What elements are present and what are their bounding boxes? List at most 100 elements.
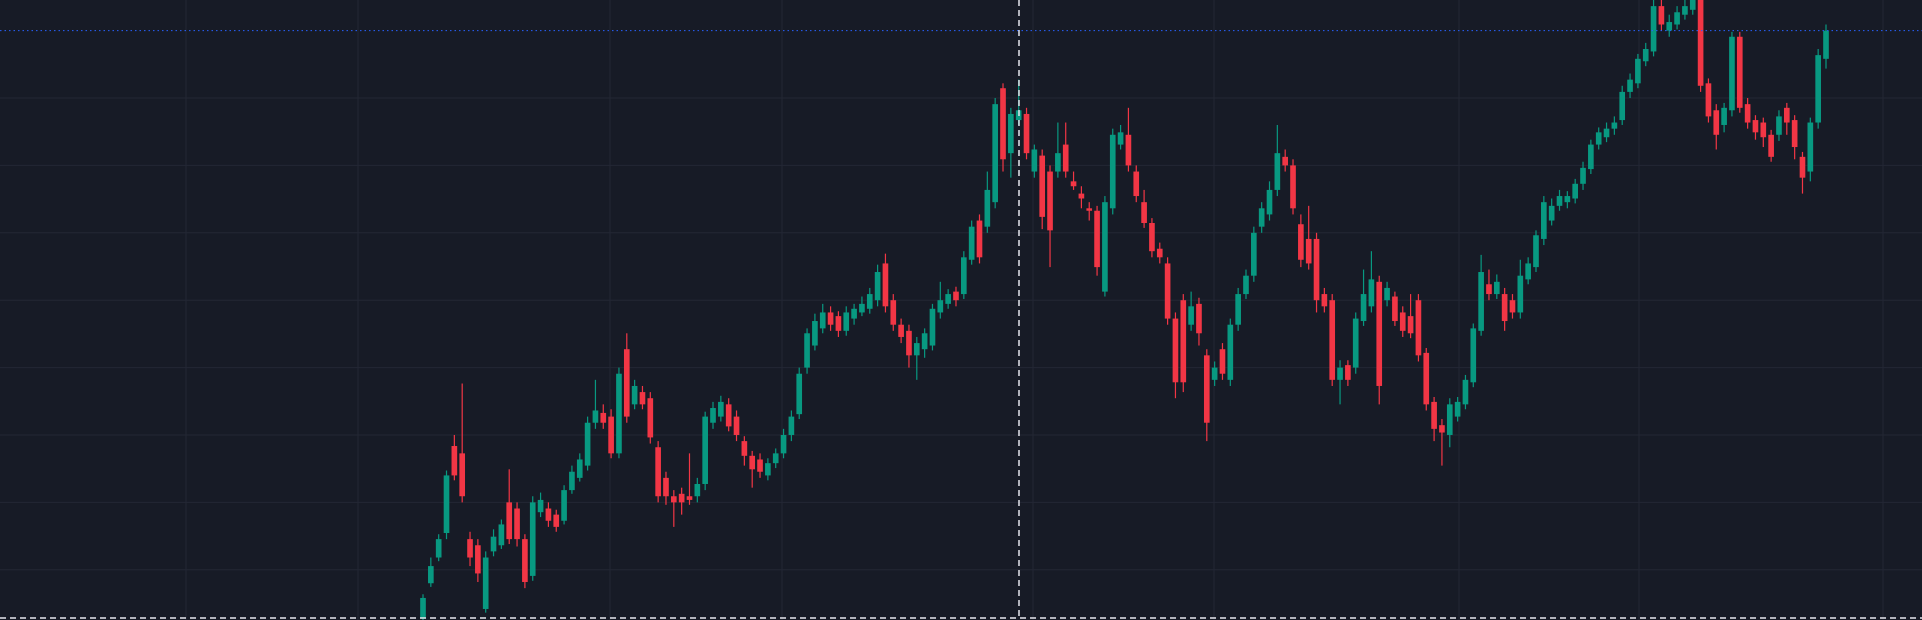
candle-body	[1086, 208, 1093, 211]
candle-body	[1541, 202, 1547, 239]
candle-body	[1047, 171, 1053, 231]
candle-body	[1423, 352, 1430, 405]
candle-body	[1399, 312, 1406, 331]
candle-body	[984, 189, 991, 227]
candle-body	[710, 408, 716, 423]
candle-body	[1486, 284, 1492, 295]
candle-body	[702, 416, 708, 484]
candle-body	[670, 496, 677, 503]
candle-body	[576, 459, 583, 478]
candle-body	[1062, 144, 1069, 172]
candle-body	[1352, 318, 1359, 368]
candle-body	[1329, 300, 1336, 380]
candle-body	[678, 493, 685, 503]
candle-body	[1658, 6, 1665, 25]
candle-body	[843, 312, 850, 331]
candle-body	[1721, 107, 1727, 125]
candle-body	[772, 453, 779, 464]
candle-body	[725, 404, 732, 427]
candle-body	[1666, 22, 1673, 31]
candle-body	[1345, 365, 1351, 380]
candle-body	[718, 401, 724, 417]
candle-body	[1736, 36, 1743, 108]
candle-body	[1156, 248, 1163, 258]
candle-body	[1125, 134, 1132, 166]
candle-body	[1235, 294, 1241, 325]
candle-body	[1525, 263, 1531, 280]
candle-body	[1008, 113, 1014, 154]
candle-body	[1321, 294, 1328, 307]
candle-body	[968, 226, 975, 260]
candle-body	[1713, 110, 1720, 135]
candle-body	[584, 422, 591, 466]
candle-body	[874, 272, 881, 301]
candle-body	[1282, 156, 1289, 166]
candle-body	[733, 416, 740, 435]
candle-body	[1298, 224, 1304, 260]
candle-body	[600, 412, 607, 423]
candle-body	[1556, 196, 1563, 206]
candle-body	[1454, 401, 1461, 417]
candle-body	[1783, 107, 1790, 123]
candle-body	[1572, 183, 1579, 199]
candle-body	[976, 220, 983, 258]
candle-body	[592, 410, 599, 423]
candle-body	[490, 536, 497, 552]
candle-body	[780, 434, 787, 454]
candle-body	[1180, 300, 1187, 383]
candle-body	[608, 416, 614, 454]
candle-body	[1102, 202, 1108, 292]
candle-body	[945, 294, 951, 304]
candle-body	[819, 312, 826, 329]
candle-body	[639, 392, 646, 405]
candle-body	[1595, 132, 1602, 145]
candle-body	[631, 385, 638, 405]
candle-body	[1172, 318, 1179, 383]
candle-body	[851, 308, 857, 319]
candle-body	[1407, 316, 1414, 334]
candle-body	[866, 294, 873, 309]
candle-body	[1533, 235, 1539, 268]
candle-body	[1509, 300, 1516, 313]
candle-body	[1196, 303, 1202, 334]
candle-body	[1337, 367, 1343, 380]
candle-body	[1635, 58, 1641, 84]
candle-body	[482, 557, 489, 609]
candle-body	[1462, 379, 1469, 405]
candle-body	[1493, 281, 1500, 295]
candle-body	[1188, 306, 1194, 325]
candle-body	[1251, 232, 1257, 276]
candle-body	[1815, 55, 1821, 123]
candle-body	[443, 475, 450, 534]
candle-body	[1650, 6, 1657, 52]
candle-body	[1117, 132, 1124, 145]
candle-body	[1070, 181, 1077, 187]
vertical-grid	[185, 0, 1884, 620]
candle-body	[1368, 279, 1375, 307]
candle-body	[913, 343, 920, 356]
candle-body	[428, 566, 434, 584]
candle-body	[694, 483, 701, 497]
candle-body	[1219, 349, 1226, 374]
candle-body	[1305, 238, 1312, 264]
candle-body	[561, 490, 567, 521]
candle-body	[1078, 193, 1085, 199]
candle-body	[1109, 134, 1116, 209]
candle-body	[1807, 122, 1814, 172]
candle-body	[749, 455, 756, 470]
candle-body	[451, 446, 458, 476]
candle-body	[529, 502, 536, 576]
candle-body	[663, 477, 669, 497]
candle-body	[1376, 281, 1383, 386]
candle-body	[1023, 113, 1030, 154]
candle-body	[435, 539, 442, 558]
candle-body	[1470, 328, 1477, 383]
candle-body	[1000, 88, 1006, 160]
candle-body	[1674, 12, 1680, 25]
candle-body	[1588, 144, 1594, 170]
candle-body	[1768, 134, 1774, 157]
candle-body	[796, 373, 803, 415]
candle-body	[1501, 294, 1508, 322]
candle-body	[898, 324, 904, 337]
candle-body	[1611, 122, 1618, 129]
